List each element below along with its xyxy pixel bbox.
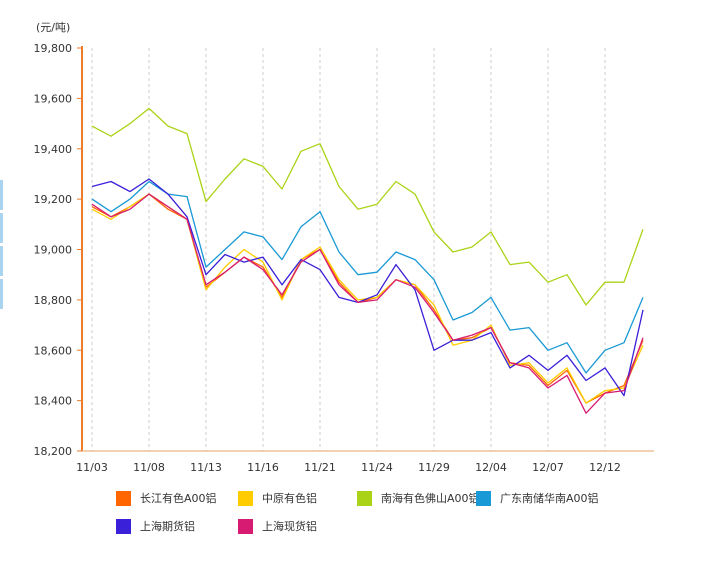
legend-swatch — [476, 490, 491, 506]
legend-item-changjiang[interactable]: 长江有色A00铝 — [116, 490, 217, 506]
y-tick-label: 19,000 — [34, 244, 73, 257]
unit-label: (元/吨) — [36, 21, 70, 34]
legend-label: 中原有色铝 — [262, 492, 317, 505]
side-tab-3[interactable] — [0, 246, 3, 276]
y-tick-label: 19,800 — [34, 42, 73, 55]
grid-lines — [91, 48, 606, 451]
y-tick-label: 18,800 — [34, 294, 73, 307]
y-tick-label: 19,200 — [34, 193, 73, 206]
legend-item-nanhai[interactable]: 南海有色佛山A00铝 — [357, 490, 480, 506]
legend-swatch — [238, 490, 253, 506]
legend-label: 上海现货铝 — [262, 520, 317, 533]
y-tick-label: 18,400 — [34, 395, 73, 408]
y-tick-label: 19,600 — [34, 92, 73, 105]
legend-item-zhongyuan[interactable]: 中原有色铝 — [238, 490, 317, 506]
legend-swatch — [238, 518, 253, 534]
x-tick-label: 12/04 — [475, 461, 507, 474]
x-tick-label: 12/07 — [532, 461, 564, 474]
side-tab-1[interactable] — [0, 180, 3, 210]
legend-swatch — [357, 490, 372, 506]
y-tick-label: 18,200 — [34, 445, 73, 458]
legend-label: 广东南储华南A00铝 — [500, 492, 599, 505]
legend-label: 南海有色佛山A00铝 — [381, 492, 480, 505]
y-tick-label: 19,400 — [34, 143, 73, 156]
x-tick-label: 11/21 — [304, 461, 336, 474]
legend-label: 上海期货铝 — [140, 520, 195, 533]
legend-swatch — [116, 518, 131, 534]
series-line-4 — [91, 178, 644, 397]
x-tick-label: 11/16 — [247, 461, 279, 474]
side-tab-2[interactable] — [0, 213, 3, 243]
legend-label: 长江有色A00铝 — [140, 492, 217, 505]
y-tick-label: 18,600 — [34, 344, 73, 357]
x-tick-label: 11/29 — [418, 461, 450, 474]
series-line-3 — [91, 180, 644, 374]
x-tick-label: 11/13 — [190, 461, 222, 474]
side-tab-4[interactable] — [0, 279, 3, 309]
x-tick-label: 12/12 — [589, 461, 621, 474]
series-line-2 — [91, 107, 644, 306]
series-lines — [91, 107, 644, 414]
x-tick-label: 11/08 — [133, 461, 165, 474]
axes: 11/03 11/08 11/13 11/16 11/21 11/24 11/29 12/04… — [34, 42, 654, 474]
legend-item-guangdong[interactable]: 广东南储华南A00铝 — [476, 490, 599, 506]
x-tick-label: 11/03 — [76, 461, 108, 474]
legend-swatch — [116, 490, 131, 506]
legend-item-shanghai-spot[interactable]: 上海现货铝 — [238, 518, 317, 534]
legend-item-shfe[interactable]: 上海期货铝 — [116, 518, 195, 534]
series-line-5 — [91, 193, 644, 414]
x-tick-label: 11/24 — [361, 461, 393, 474]
